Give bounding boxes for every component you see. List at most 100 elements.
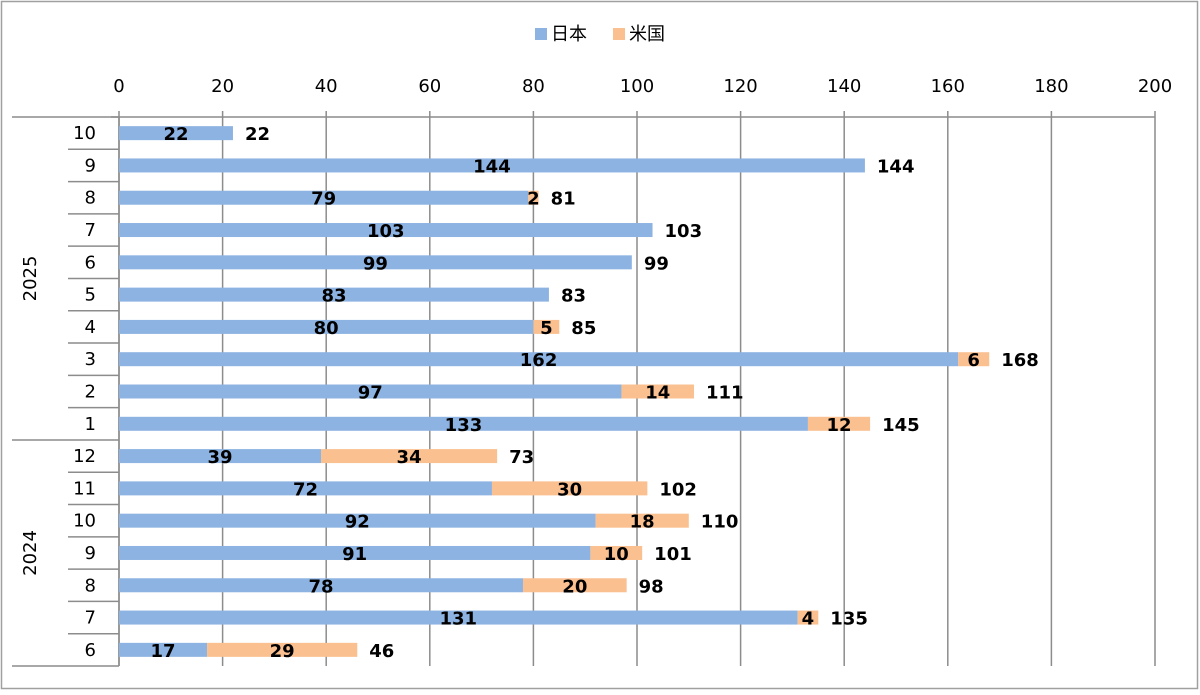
x-tick-label: 200 (1138, 76, 1172, 97)
bar-japan (119, 223, 653, 238)
category-label: 6 (85, 640, 96, 661)
data-label-japan: 17 (150, 641, 175, 662)
category-label: 8 (85, 575, 96, 596)
category-label: 3 (85, 349, 96, 370)
category-label: 7 (85, 220, 96, 241)
bar-us (797, 610, 819, 625)
group-label: 2024 (20, 530, 41, 576)
data-label-japan: 131 (440, 609, 478, 630)
data-label-us: 4 (802, 609, 815, 630)
category-label: 6 (85, 252, 96, 273)
data-label-total: 85 (571, 318, 596, 339)
bar-us (207, 642, 358, 657)
bar-us (595, 513, 689, 528)
bar-us (523, 578, 627, 593)
bar-us (621, 384, 694, 399)
bar-japan (119, 545, 591, 560)
x-tick-label: 120 (723, 76, 757, 97)
category-label: 2 (85, 382, 96, 403)
data-label-us: 29 (270, 641, 295, 662)
data-label-japan: 91 (342, 544, 367, 565)
y-axis-categories: 10 9 8 7 6 5 4 3 2 1 2025 12 11 10 9 8 7 6 2024 (12, 116, 119, 667)
data-label-total: 101 (654, 544, 692, 565)
category-label: 5 (85, 285, 96, 306)
data-label-us: 34 (397, 447, 422, 468)
legend: 日本 米国 (535, 24, 665, 45)
x-axis-ticks: 0 20 40 60 80 100 120 140 160 180 200 (113, 76, 1172, 97)
data-label-total: 103 (665, 221, 703, 242)
data-label-total: 46 (369, 641, 394, 662)
legend-label-0: 日本 (551, 24, 587, 45)
data-label-japan: 144 (473, 156, 511, 177)
category-label: 12 (73, 446, 96, 467)
data-label-japan: 133 (445, 415, 483, 436)
x-tick-label: 20 (211, 76, 234, 97)
data-label-japan: 39 (207, 447, 232, 468)
legend-label-1: 米国 (629, 24, 665, 45)
data-label-japan: 80 (314, 318, 339, 339)
data-label-total: 99 (644, 253, 669, 274)
data-label-us: 6 (967, 350, 980, 371)
bar-japan (119, 352, 959, 367)
x-tick-label: 160 (931, 76, 965, 97)
bar-japan (119, 255, 632, 270)
bar-japan (119, 610, 798, 625)
data-label-us: 5 (540, 318, 553, 339)
data-label-japan: 79 (311, 189, 336, 210)
bar-us (958, 352, 990, 367)
data-label-japan: 78 (308, 576, 333, 597)
data-label-us: 10 (604, 544, 629, 565)
bar-japan (119, 158, 865, 173)
bar-japan (119, 642, 208, 657)
bar-us (807, 416, 871, 431)
data-label-japan: 162 (520, 350, 558, 371)
data-label-total: 22 (245, 124, 270, 145)
data-label-total: 135 (830, 609, 868, 630)
x-tick-label: 40 (315, 76, 338, 97)
bar-japan (119, 481, 492, 496)
x-tick-label: 0 (113, 76, 124, 97)
data-label-japan: 72 (293, 479, 318, 500)
data-label-japan: 92 (345, 512, 370, 533)
category-label: 8 (85, 188, 96, 209)
x-tick-label: 80 (522, 76, 545, 97)
x-tick-label: 140 (827, 76, 861, 97)
data-label-japan: 103 (367, 221, 405, 242)
bar-japan (119, 287, 549, 302)
data-label-japan: 97 (358, 383, 383, 404)
data-label-total: 81 (551, 189, 576, 210)
category-label: 10 (73, 511, 96, 532)
data-label-total: 144 (877, 156, 915, 177)
data-label-japan: 99 (363, 253, 388, 274)
bar-japan (119, 416, 808, 431)
data-label-total: 83 (561, 286, 586, 307)
data-label-total: 168 (1001, 350, 1039, 371)
x-tick-label: 100 (620, 76, 654, 97)
bar-japan (119, 384, 622, 399)
category-label: 7 (85, 608, 96, 629)
bar-japan (119, 126, 233, 141)
category-label: 9 (85, 155, 96, 176)
group-label: 2025 (20, 256, 41, 302)
bar-us (491, 481, 648, 496)
data-label-us: 20 (562, 576, 587, 597)
data-label-total: 111 (706, 383, 744, 404)
bar-japan (119, 190, 529, 205)
category-label: 1 (85, 414, 96, 435)
bar-us (533, 319, 560, 334)
data-label-us: 30 (557, 479, 582, 500)
data-label-us: 18 (630, 512, 655, 533)
data-label-us: 2 (527, 189, 540, 210)
data-label-us: 14 (645, 383, 670, 404)
bar-us (528, 190, 539, 205)
data-label-total: 98 (639, 576, 664, 597)
data-label-total: 73 (509, 447, 534, 468)
category-label: 9 (85, 543, 96, 564)
bar-japan (119, 578, 524, 593)
bar-us (321, 449, 498, 464)
x-tick-label: 60 (418, 76, 441, 97)
bar-japan (119, 449, 322, 464)
